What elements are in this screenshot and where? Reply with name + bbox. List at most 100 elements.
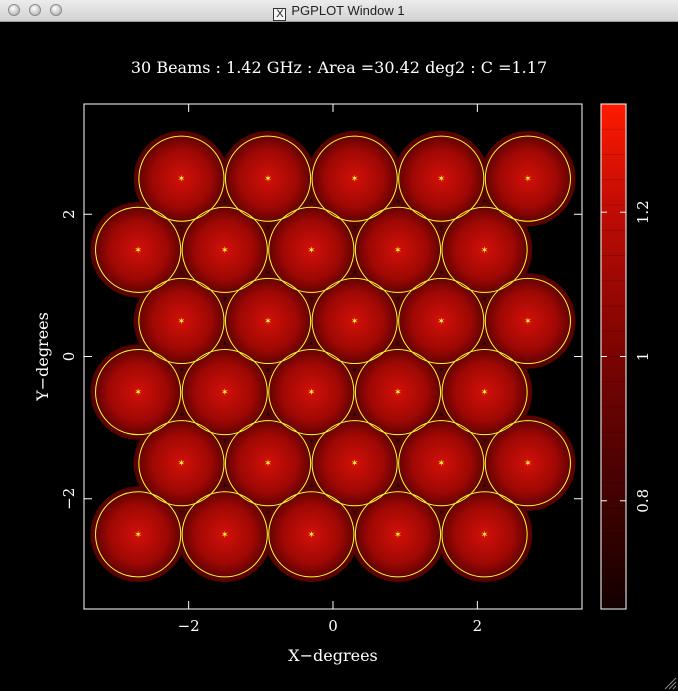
colorbar: 0.8 1 1.2 (600, 103, 652, 610)
beam-center-marker: ✶ (178, 175, 186, 185)
beam-response (139, 279, 224, 363)
beam-response (96, 208, 180, 292)
beam-circle (95, 348, 182, 436)
title-bar[interactable]: X PGPLOT Window 1 (0, 0, 678, 22)
beam-center-marker: ✶ (264, 317, 272, 327)
beam-response (399, 136, 483, 221)
beam-response (226, 421, 310, 505)
beam-center-marker: ✶ (134, 530, 142, 540)
beam-response (226, 136, 310, 221)
beam-response (399, 421, 483, 505)
beam-center-marker: ✶ (437, 175, 445, 185)
beam-response (139, 421, 224, 505)
beam-response (486, 279, 570, 363)
beam-response (442, 492, 527, 577)
beam-center-marker: ✶ (394, 530, 402, 540)
beam-center-marker: ✶ (264, 459, 272, 469)
beam-response (399, 279, 483, 363)
beam-response (226, 279, 310, 363)
beam-response (269, 208, 354, 292)
beam-response (183, 350, 267, 434)
beam-center-marker: ✶ (524, 459, 532, 469)
beam-center-marker: ✶ (394, 388, 402, 398)
colorbar-tick-label: 1 (634, 352, 652, 362)
beam-center-marker: ✶ (308, 388, 316, 398)
beam-response (356, 350, 440, 434)
window-title-area: X PGPLOT Window 1 (0, 3, 678, 21)
beam-response (269, 492, 354, 577)
y-tick-label: 2 (60, 209, 78, 219)
resize-grip-icon[interactable] (663, 676, 677, 690)
beam-response (312, 136, 397, 221)
beam-response (442, 350, 527, 434)
beam-response (96, 350, 180, 434)
beam-circle (484, 420, 571, 507)
zoom-button[interactable] (50, 4, 62, 16)
beam-response (442, 208, 527, 292)
beam-response (139, 136, 224, 221)
beam-center-marker: ✶ (264, 175, 272, 185)
beam-circle (484, 135, 571, 222)
beam-circle (138, 420, 225, 507)
beam-response (312, 279, 397, 363)
beam-center-marker: ✶ (178, 317, 186, 327)
beam-response (183, 208, 267, 292)
x-tick-label: −2 (178, 617, 200, 635)
beam-circle (398, 135, 485, 222)
beam-center-marker: ✶ (481, 530, 489, 540)
beam-center-marker: ✶ (308, 246, 316, 256)
beam-center-marker: ✶ (524, 317, 532, 327)
beam-response (183, 492, 267, 577)
beam-circle (311, 135, 398, 222)
beam-response (486, 136, 570, 221)
beam-center-marker: ✶ (221, 530, 229, 540)
close-button[interactable] (8, 4, 20, 16)
beam-circle (311, 277, 398, 365)
beam-center-marker: ✶ (308, 530, 316, 540)
y-tick-label: 0 (60, 352, 78, 362)
beam-center-marker: ✶ (178, 459, 186, 469)
axes-layer: −2 0 2 −2 0 2 X−degrees Y−degrees (33, 103, 583, 665)
beam-center-marker: ✶ (437, 317, 445, 327)
beam-circle (398, 277, 485, 365)
beam-response (96, 492, 180, 577)
beam-response (269, 350, 354, 434)
beam-circle (138, 277, 225, 365)
colorbar-tick-label: 1.2 (634, 200, 652, 224)
beam-circle (224, 277, 312, 365)
beam-response (356, 492, 440, 577)
beam-center-marker: ✶ (221, 388, 229, 398)
x-tick-label: 0 (328, 617, 338, 635)
minimize-button[interactable] (29, 4, 41, 16)
beam-circle (484, 277, 571, 365)
beam-response (486, 421, 570, 505)
beam-circle (441, 491, 528, 578)
x-axis-label: X−degrees (288, 646, 378, 665)
y-axis-label: Y−degrees (33, 312, 52, 402)
beam-circle (181, 491, 268, 578)
window-title: PGPLOT Window 1 (291, 3, 405, 18)
plot-title: 30 Beams : 1.42 GHz : Area =30.42 deg2 :… (130, 58, 548, 77)
beam-circle (354, 348, 442, 436)
colorbar-tick-label: 0.8 (634, 489, 652, 513)
beam-circle (268, 206, 355, 293)
beam-circle (441, 348, 528, 436)
beam-circle (181, 206, 268, 293)
beam-circle (95, 491, 182, 578)
beam-center-marker: ✶ (351, 459, 359, 469)
beam-center-marker: ✶ (134, 246, 142, 256)
beam-circles-layer: ✶ ✶ ✶ ✶ ✶ ✶ ✶ ✶ ✶ ✶ ✶ ✶ ✶ ✶ ✶ ✶ ✶ ✶ ✶ ✶ ✶ ✶ ✶ ✶ ✶ ✶ ✶ ✶ ✶ ✶ (95, 135, 571, 578)
beam-center-marker: ✶ (351, 175, 359, 185)
heatmap-layer (90, 130, 576, 583)
beam-center-marker: ✶ (481, 388, 489, 398)
beam-center-marker: ✶ (134, 388, 142, 398)
beam-center-marker: ✶ (481, 246, 489, 256)
beam-circle (398, 420, 485, 507)
beam-circle (311, 420, 398, 507)
x11-icon: X (273, 8, 287, 21)
beam-circle (441, 206, 528, 293)
beam-circle (268, 491, 355, 578)
beam-circle (354, 206, 442, 293)
